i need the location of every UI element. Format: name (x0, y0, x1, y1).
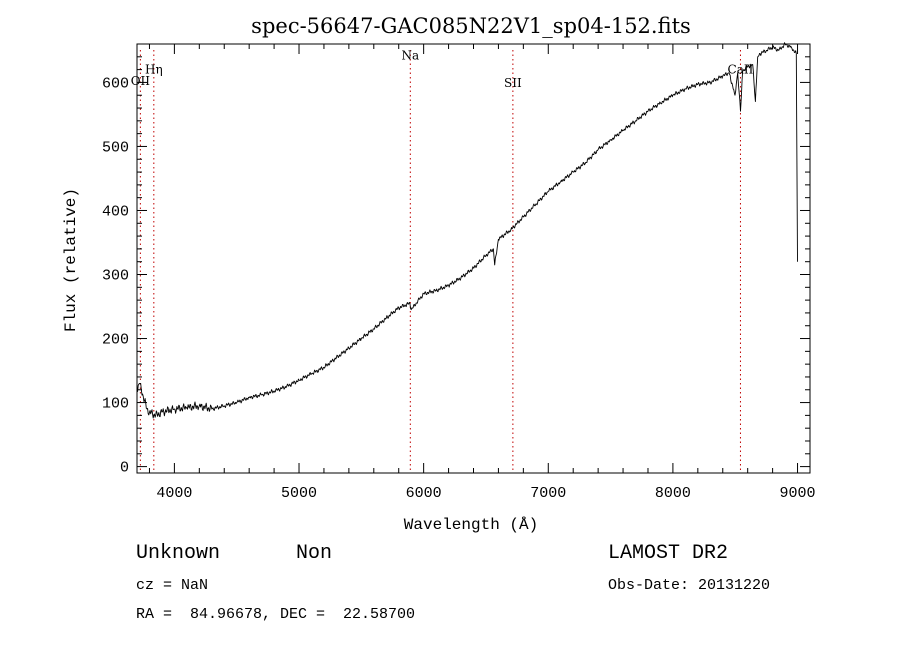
x-tick-label: 6000 (406, 485, 442, 502)
spectral-line-label: SII (504, 76, 522, 90)
spectral-line-label: Hη (145, 62, 163, 76)
x-tick-label: 9000 (780, 485, 816, 502)
x-tick-label: 8000 (655, 485, 691, 502)
redshift-cz: cz = NaN (136, 577, 209, 594)
y-tick-label: 300 (102, 268, 129, 285)
y-tick-label: 400 (102, 203, 129, 220)
x-axis-label: Wavelength (Å) (404, 516, 538, 534)
spectral-line-label: OII (131, 74, 151, 88)
y-tick-label: 600 (102, 75, 129, 92)
y-tick-label: 500 (102, 139, 129, 156)
spectral-class: Unknown (136, 542, 221, 565)
data-release: LAMOST DR2 (608, 542, 729, 565)
y-tick-label: 100 (102, 396, 129, 413)
y-tick-label: 0 (120, 460, 129, 477)
axis-ticks: 4000 5000 6000 7000 8000 9000 0 100 200 300 400 500… (102, 43, 816, 502)
spectral-line-label: CaII (728, 62, 754, 76)
sky-coordinates: RA = 84.96678, DEC = 22.58700 (136, 606, 416, 623)
x-tick-label: 4000 (156, 485, 192, 502)
y-axis-label: Flux (relative) (62, 188, 80, 332)
x-tick-label: 5000 (281, 485, 317, 502)
spectrum-line (136, 42, 798, 419)
spectral-subclass: Non (296, 542, 333, 565)
spectral-line-label: Na (401, 48, 419, 62)
observation-date: Obs-Date: 20131220 (608, 577, 771, 594)
x-tick-label: 7000 (530, 485, 566, 502)
y-tick-label: 200 (102, 332, 129, 349)
chart-title: spec-56647-GAC085N22V1_sp04-152.fits (251, 14, 691, 38)
plot-frame (136, 43, 811, 474)
spectrum-series (136, 42, 798, 419)
